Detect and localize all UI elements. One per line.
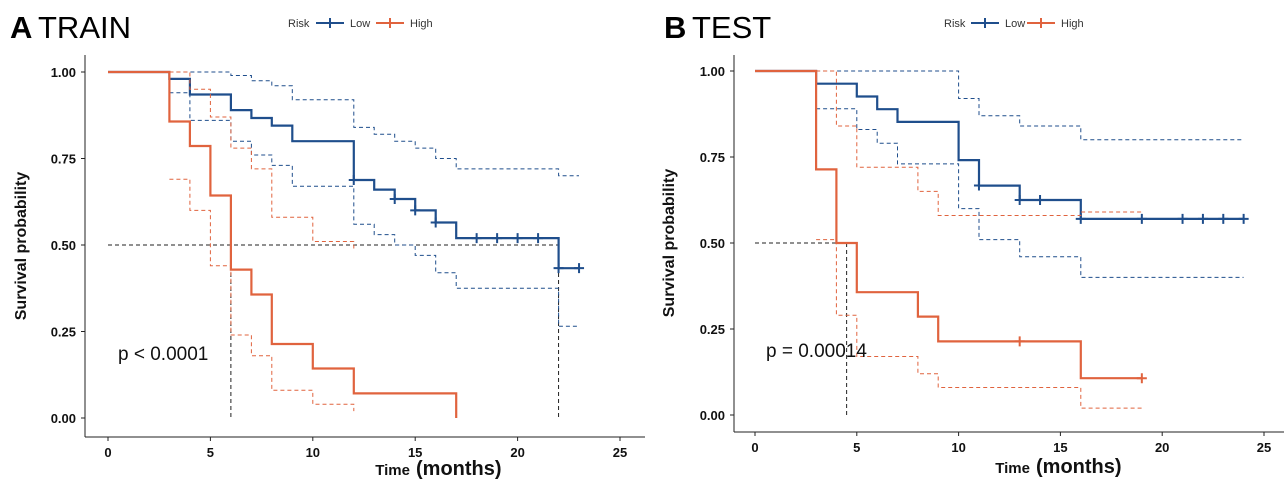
panel-title: TRAIN — [38, 10, 131, 45]
x-axis-title: Time — [375, 462, 410, 479]
censor-mark-low — [471, 233, 482, 244]
panel-letter: B — [664, 10, 686, 45]
y-tick-label: 1.00 — [51, 65, 76, 80]
legend-label-low: Low — [350, 18, 370, 30]
censor-mark-low — [574, 263, 585, 274]
censor-mark-high — [1014, 336, 1025, 347]
survival-curves — [755, 69, 1249, 415]
y-tick-label: 0.00 — [700, 408, 725, 423]
x-tick-label: 0 — [751, 440, 758, 455]
x-tick-label: 15 — [1053, 440, 1067, 455]
y-tick-label: 0.00 — [51, 411, 76, 426]
y-ticks: 0.00 0.25 0.50 0.75 1.00 — [51, 65, 85, 426]
ci-upper-low — [169, 71, 579, 177]
x-ticks: 0 5 10 15 20 25 — [104, 437, 627, 460]
x-tick-label: 5 — [853, 440, 860, 455]
p-value-label: p = 0.00014 — [766, 341, 867, 362]
censor-mark-low — [1035, 195, 1046, 205]
p-value-label: p < 0.0001 — [118, 344, 208, 365]
y-tick-label: 1.00 — [700, 64, 725, 79]
survival-curve-low — [755, 69, 1244, 220]
y-axis-title: Survival probability — [13, 172, 30, 321]
x-tick-label: 20 — [510, 445, 524, 460]
survival-curve-low — [108, 70, 579, 270]
panel-title: TEST — [692, 10, 771, 45]
survival-curve-high — [755, 69, 1142, 380]
censor-mark-low — [348, 174, 359, 185]
legend-label-high: High — [410, 18, 433, 30]
x-tick-label: 0 — [104, 445, 111, 460]
x-axis-unit: (months) — [416, 458, 502, 480]
censor-mark-low — [553, 263, 564, 274]
ci-lower-high — [816, 239, 1142, 409]
x-axis-title: Time — [995, 460, 1030, 477]
y-ticks: 0.00 0.25 0.50 0.75 1.00 — [700, 64, 734, 423]
x-tick-label: 10 — [951, 440, 965, 455]
y-tick-label: 0.25 — [700, 322, 725, 337]
y-axis-title: Survival probability — [661, 169, 678, 318]
y-tick-label: 0.50 — [700, 236, 725, 251]
panel-letter: A — [10, 10, 32, 45]
x-tick-label: 10 — [306, 445, 320, 460]
censor-mark-low — [512, 233, 523, 244]
ci-upper-high — [169, 71, 355, 249]
censor-mark-low — [389, 193, 400, 204]
x-tick-label: 15 — [408, 445, 422, 460]
censor-mark-low — [1136, 213, 1147, 224]
x-tick-label: 5 — [207, 445, 214, 460]
y-tick-label: 0.25 — [51, 325, 76, 340]
ci-lower-low — [816, 108, 1244, 278]
legend-label-low: Low — [1005, 18, 1025, 30]
survival-curve-high — [108, 70, 458, 418]
legend: Risk Low High — [288, 18, 433, 30]
censor-mark-low — [1238, 213, 1249, 224]
censor-mark-high — [1136, 373, 1147, 384]
ci-lower-high — [169, 178, 355, 412]
censor-mark-low — [1014, 195, 1025, 205]
ci-lower-low — [169, 92, 579, 327]
censor-mark-low — [1218, 213, 1229, 224]
panel-test: B TEST Risk Low High 0.00 0.25 0.50 0.75 1.0… — [661, 10, 1284, 478]
censor-mark-low — [430, 217, 441, 228]
legend-label-high: High — [1061, 18, 1084, 30]
legend-title: Risk — [288, 18, 310, 30]
y-tick-label: 0.75 — [51, 152, 76, 167]
x-tick-label: 25 — [1257, 440, 1271, 455]
x-tick-label: 25 — [613, 445, 627, 460]
panel-train: A TRAIN Risk Low High 0.00 0.25 0.50 0.75 1.… — [10, 10, 645, 480]
ci-upper-low — [816, 70, 1244, 141]
censor-mark-low — [1197, 213, 1208, 224]
survival-curves — [108, 70, 585, 418]
censor-mark-low — [410, 205, 421, 216]
censor-mark-low — [1177, 213, 1188, 224]
legend-title: Risk — [944, 18, 966, 30]
x-tick-label: 20 — [1155, 440, 1169, 455]
ci-upper-high — [816, 70, 1142, 216]
x-axis-unit: (months) — [1036, 456, 1122, 478]
censor-mark-low — [492, 233, 503, 244]
y-tick-label: 0.50 — [51, 238, 76, 253]
y-tick-label: 0.75 — [700, 150, 725, 165]
censor-mark-low — [533, 233, 544, 244]
legend: Risk Low High — [944, 18, 1084, 30]
censor-mark-low — [973, 180, 984, 191]
x-ticks: 0 5 10 15 20 25 — [751, 432, 1271, 455]
